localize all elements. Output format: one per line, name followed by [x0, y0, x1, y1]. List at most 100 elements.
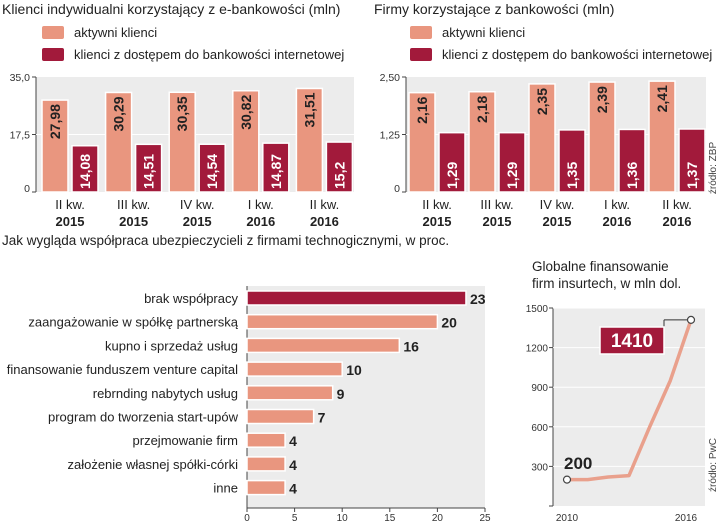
cooperation-x-tick-label: 20: [432, 513, 444, 522]
cooperation-x-tick-label: 15: [384, 513, 396, 522]
cooperation-x-tick-label: 10: [337, 513, 349, 522]
clients-x-tick-label: II kw.: [310, 197, 340, 212]
clients-legend-label-1: klienci z dostępem do bankowości interne…: [74, 47, 344, 62]
cooperation-bar-5: [246, 408, 315, 425]
firms-x-tick-year: 2015: [423, 214, 452, 229]
clients-legend-label-0: aktywni klienci: [74, 25, 157, 40]
firms-x-tick-label: I kw.: [604, 197, 630, 212]
firms-bar-access-2: [558, 129, 586, 193]
cooperation-value-label: 4: [289, 457, 297, 473]
insurtech-chart: Globalne finansowanie firm insurtech, w m…: [526, 259, 719, 522]
cooperation-bar-4: [246, 385, 334, 401]
clients-bar-access-2: [198, 143, 226, 193]
cooperation-bar-7: [246, 456, 286, 472]
insurtech-y-tick-label: 1200: [526, 344, 549, 355]
cooperation-category-label: rebrnding nabytych usług: [93, 386, 238, 401]
cooperation-category-label: program do tworzenia start-upów: [48, 410, 239, 425]
clients-data-label: 14,08: [77, 154, 93, 189]
cooperation-bar-2: [246, 337, 401, 354]
insurtech-point-marker: [686, 315, 696, 324]
cooperation-category-label: przejmowanie firm: [133, 433, 238, 448]
cooperation-value-label: 4: [289, 481, 297, 497]
cooperation-x-tick-label: 25: [479, 513, 491, 522]
firms-y-tick-label: 0: [394, 183, 400, 195]
cooperation-bar-8: [246, 479, 286, 496]
clients-bar-active-3: [232, 89, 260, 193]
firms-bar-active-0: [408, 91, 436, 193]
firms-bar-access-4: [678, 128, 706, 193]
insurtech-y-tick-label: 600: [531, 423, 548, 434]
firms-legend-swatch-1: [410, 48, 432, 61]
cooperation-value-label: 23: [470, 291, 486, 307]
firms-x-tick-label: II kw.: [422, 197, 452, 212]
insurtech-x-tick-label: 2016: [675, 513, 698, 522]
cooperation-value-label: 10: [346, 362, 362, 378]
firms-data-label: 1,36: [624, 162, 640, 189]
cooperation-category-label: zaangażowanie w spółkę partnerską: [28, 315, 238, 330]
clients-data-label: 27,98: [47, 104, 63, 139]
insurtech-series-line: [567, 319, 693, 482]
firms-bar-access-3: [618, 128, 646, 193]
firms-x-tick-year: 2016: [603, 214, 632, 229]
clients-x-tick-year: 2015: [119, 214, 148, 229]
firms-data-label: 1,37: [684, 162, 700, 189]
cooperation-category-label: kupno i sprzedaż usług: [105, 338, 238, 353]
firms-data-label: 2,39: [594, 86, 610, 113]
firms-data-label: 1,29: [444, 162, 460, 189]
cooperation-bar-0: [246, 290, 467, 306]
firms-bar-active-2: [528, 83, 556, 193]
cooperation-category-label: założenie własnej spółki-córki: [67, 457, 238, 472]
clients-legend-swatch-0: [42, 26, 64, 39]
firms-data-label: 1,35: [564, 162, 580, 189]
firms-x-tick-label: II kw.: [662, 197, 692, 212]
insurtech-point-marker: [562, 475, 572, 484]
insurtech-annotation-box: [599, 326, 665, 355]
insurtech-source: źródło: PwC: [708, 438, 719, 492]
clients-x-tick-label: I kw.: [248, 197, 274, 212]
clients-data-label: 15,2: [331, 162, 347, 189]
clients-data-label: 14,51: [141, 154, 157, 189]
clients-x-tick-label: IV kw.: [180, 197, 215, 212]
insurtech-title-line-1: Globalne finansowanie: [532, 259, 669, 274]
insurtech-title-line-2: firm insurtech, w mln dol.: [532, 276, 681, 291]
firms-bar-active-4: [648, 80, 676, 193]
clients-y-tick-label: 17,5: [10, 130, 31, 142]
clients-data-label: 31,51: [301, 92, 317, 127]
clients-data-label: 30,29: [111, 96, 127, 131]
cooperation-x-tick-label: 0: [244, 513, 250, 522]
insurtech-y-tick-label: 900: [531, 383, 548, 394]
clients-bar-active-1: [104, 91, 133, 193]
firms-data-label: 2,41: [654, 85, 670, 112]
insurtech-x-tick-label: 2010: [556, 513, 579, 522]
cooperation-category-label: finansowanie funduszem venture capital: [7, 362, 238, 377]
firms-bar-access-0: [438, 131, 466, 193]
firms-bar-active-1: [468, 90, 496, 193]
firms-x-tick-year: 2015: [543, 214, 572, 229]
firms-legend-label-1: klienci z dostępem do bankowości interne…: [442, 47, 712, 62]
firms-bar-access-1: [498, 131, 526, 193]
firms-data-label: 2,35: [534, 88, 550, 115]
clients-data-label: 30,82: [238, 95, 254, 130]
clients-data-label: 30,35: [174, 96, 190, 131]
clients-bar-active-4: [295, 87, 324, 193]
clients-legend-swatch-1: [42, 48, 64, 61]
clients-bar-access-1: [134, 143, 163, 193]
clients-bar-active-2: [168, 91, 196, 193]
clients-x-tick-year: 2015: [56, 214, 85, 229]
clients-bar-access-3: [262, 142, 290, 193]
firms-legend-label-0: aktywni klienci: [442, 25, 525, 40]
clients-chart: Klienci indywidualni korzystający z e-ba…: [2, 1, 354, 229]
clients-x-tick-year: 2016: [246, 214, 275, 229]
firms-data-label: 2,18: [474, 96, 490, 123]
clients-bar-access-0: [71, 144, 99, 193]
clients-bar-active-0: [41, 99, 69, 193]
firms-data-label: 1,29: [504, 162, 520, 189]
clients-y-tick-label: 0: [24, 183, 30, 195]
firms-x-tick-year: 2016: [663, 214, 692, 229]
cooperation-bar-3: [246, 361, 343, 377]
firms-bar-active-3: [588, 81, 616, 193]
clients-bar-access-4: [325, 141, 354, 193]
clients-x-tick-label: II kw.: [55, 197, 85, 212]
cooperation-category-label: inne: [213, 481, 238, 496]
clients-data-label: 14,87: [268, 154, 284, 189]
